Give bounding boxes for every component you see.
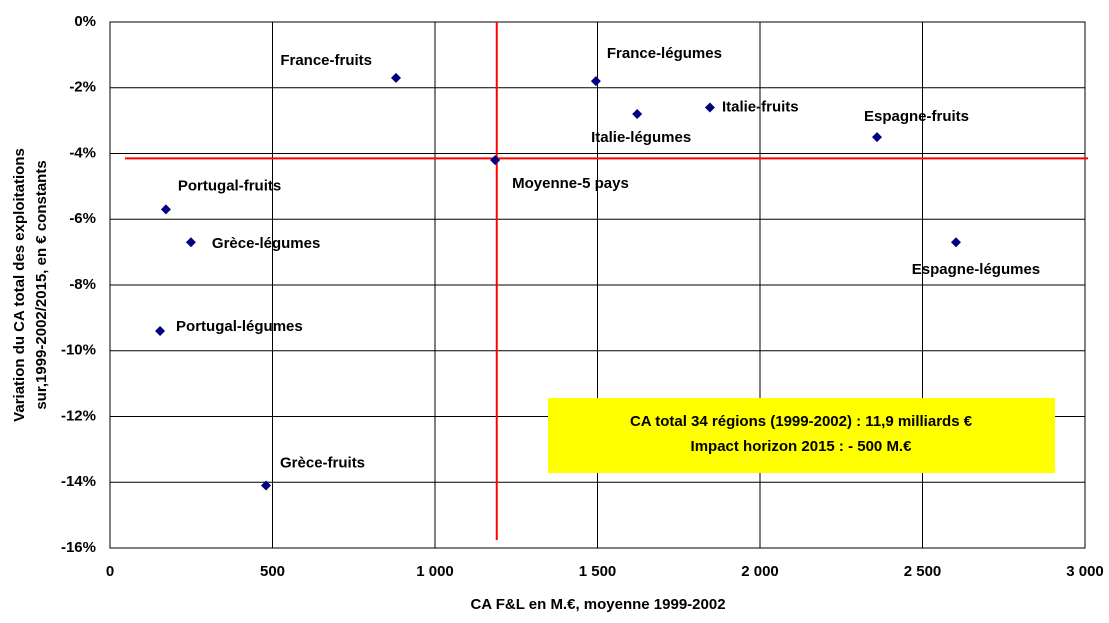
- point-label: Portugal-légumes: [176, 318, 303, 335]
- y-axis-label: Variation du CA total des exploitations: [11, 148, 28, 422]
- data-point: [155, 326, 166, 337]
- data-point: [632, 109, 643, 120]
- x-tick-label: 1 000: [416, 563, 454, 580]
- data-point: [185, 237, 196, 248]
- data-point: [704, 102, 715, 113]
- annotation-box: [548, 398, 1055, 473]
- point-label: Moyenne-5 pays: [512, 175, 629, 192]
- x-tick-label: 1 500: [579, 563, 617, 580]
- point-label: France-légumes: [607, 45, 722, 62]
- y-tick-label: 0%: [74, 13, 96, 30]
- data-point: [490, 155, 501, 166]
- y-tick-label: -10%: [61, 342, 96, 359]
- y-tick-label: -2%: [69, 79, 96, 96]
- data-point: [391, 72, 401, 83]
- x-tick-label: 3 000: [1066, 563, 1104, 580]
- point-label: Espagne-légumes: [912, 261, 1040, 278]
- y-tick-label: -4%: [69, 144, 96, 161]
- y-tick-label: -12%: [61, 407, 96, 424]
- y-tick-label: -14%: [61, 473, 96, 490]
- x-tick-label: 2 500: [904, 563, 942, 580]
- point-label: Portugal-fruits: [178, 177, 281, 194]
- data-point: [950, 237, 961, 248]
- data-point: [261, 480, 271, 491]
- point-label: Italie-fruits: [722, 98, 799, 115]
- point-label: Espagne-fruits: [864, 108, 969, 125]
- y-tick-label: -8%: [69, 276, 96, 293]
- y-tick-label: -16%: [61, 539, 96, 556]
- y-axis-label: sur,1999-2002/2015, en € constants: [33, 160, 50, 409]
- data-point: [872, 132, 882, 143]
- annotation-text: Impact horizon 2015 : - 500 M.€: [691, 438, 913, 455]
- x-axis-label: CA F&L en M.€, moyenne 1999-2002: [470, 596, 725, 613]
- point-label: Grèce-fruits: [280, 455, 365, 472]
- data-point: [160, 204, 171, 215]
- annotation-text: CA total 34 régions (1999-2002) : 11,9 m…: [630, 413, 973, 430]
- x-tick-label: 0: [106, 563, 114, 580]
- x-tick-label: 2 000: [741, 563, 779, 580]
- point-label: France-fruits: [280, 52, 372, 69]
- point-label: Grèce-légumes: [212, 235, 320, 252]
- data-point: [590, 76, 601, 87]
- point-label: Italie-légumes: [591, 129, 691, 146]
- x-tick-label: 500: [260, 563, 285, 580]
- y-tick-label: -6%: [69, 210, 96, 227]
